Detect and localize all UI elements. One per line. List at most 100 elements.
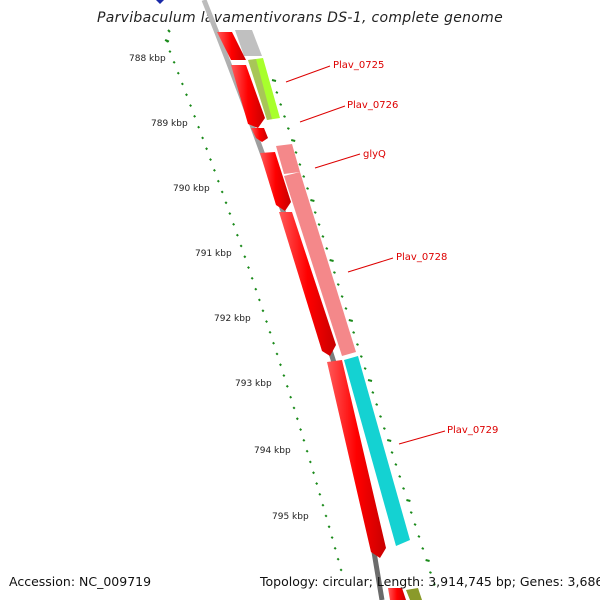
cds-arrow	[260, 152, 291, 211]
gene-label-plav-0726[interactable]: Plav_0726	[347, 100, 398, 111]
tick-dot	[308, 460, 312, 464]
cds-outer-grey	[235, 30, 262, 56]
tick-dot	[318, 492, 322, 496]
leader-line	[299, 105, 346, 123]
outer-tick	[344, 307, 348, 310]
leader-line	[285, 65, 331, 83]
outer-tick	[398, 475, 402, 478]
outer-tick	[306, 187, 310, 190]
tick-label: 788 kbp	[129, 54, 166, 64]
tick-dot	[285, 384, 289, 388]
outer-tick	[375, 403, 379, 406]
outer-tick	[402, 487, 406, 490]
tick-dot	[216, 179, 220, 183]
tick-dot	[321, 503, 325, 507]
tick-dot	[333, 546, 337, 550]
outer-tick	[390, 451, 394, 454]
tick-dot	[275, 352, 279, 356]
cds-outer-olive	[406, 588, 422, 600]
tick-dot	[302, 438, 306, 442]
outer-tick	[313, 211, 317, 214]
tick-dot	[232, 222, 236, 226]
cds-arrow	[279, 212, 336, 356]
gene-label-plav-0725[interactable]: Plav_0725	[333, 60, 384, 71]
outer-tick	[321, 235, 325, 238]
outer-tick	[290, 139, 296, 142]
tick-label: 791 kbp	[195, 249, 232, 259]
tick-dot	[197, 125, 201, 129]
outer-tick	[406, 499, 411, 502]
tick-dot	[165, 39, 169, 43]
tick-label: 790 kbp	[173, 184, 210, 194]
tick-dot	[193, 114, 197, 118]
genome-summary-text: Topology: circular; Length: 3,914,745 bp…	[260, 574, 600, 589]
outer-tick	[425, 559, 430, 562]
outer-tick	[421, 547, 425, 550]
tick-dot	[228, 212, 232, 216]
cds-arrow	[327, 360, 386, 558]
outer-tick	[294, 151, 298, 154]
tick-dot	[185, 93, 188, 97]
gene-bar-plav-0729	[344, 356, 410, 546]
tick-dot	[305, 449, 309, 453]
tick-dot	[289, 395, 293, 399]
accession-text: Accession: NC_009719	[9, 574, 152, 589]
tick-dot	[224, 201, 228, 205]
tick-label: 792 kbp	[214, 314, 251, 324]
tick-dot	[212, 168, 216, 172]
gene-label-glyq[interactable]: glyQ	[363, 149, 386, 160]
tick-dot	[168, 50, 172, 54]
tick-dot	[268, 330, 272, 334]
tick-dot	[189, 104, 193, 108]
tick-dot	[339, 568, 343, 572]
outer-tick	[386, 439, 392, 442]
tick-dot	[257, 298, 261, 302]
gene-bar-glyq	[276, 144, 300, 174]
leader-line	[347, 257, 394, 273]
outer-tick	[432, 583, 436, 586]
outer-tick	[352, 331, 356, 334]
gene-bar-plav-0728	[284, 172, 356, 356]
partial-feature-icon	[156, 0, 164, 4]
outer-tick	[325, 247, 329, 250]
tick-dot	[209, 158, 212, 162]
cds-arrow	[217, 32, 246, 60]
cds-track-outer	[235, 30, 422, 600]
tick-dot	[327, 525, 331, 529]
outer-tick	[310, 199, 315, 202]
outer-tick	[317, 223, 321, 226]
outer-tick	[359, 355, 363, 358]
outer-tick	[409, 511, 413, 514]
outer-tick	[348, 319, 354, 322]
tick-dot	[312, 471, 315, 475]
tick-labels: 788 kbp 789 kbp 790 kbp 791 kbp 792 kbp …	[129, 54, 309, 522]
tick-dot	[205, 147, 209, 151]
outer-tick	[298, 163, 302, 166]
gene-label-plav-0729[interactable]: Plav_0729	[447, 425, 498, 436]
tick-dot	[295, 417, 299, 421]
genome-backbone	[201, 0, 385, 600]
tick-dot	[299, 428, 303, 432]
tick-dot	[243, 255, 247, 259]
outer-tick	[363, 367, 367, 370]
outer-tick	[329, 259, 334, 262]
map-title: Parvibaculum lavamentivorans DS-1, compl…	[96, 10, 504, 26]
tick-dot	[282, 374, 286, 378]
outer-tick	[283, 115, 286, 118]
cds-arrow	[251, 128, 268, 142]
outer-tick	[382, 427, 386, 430]
tick-dot	[172, 60, 176, 64]
tick-dot	[279, 363, 282, 367]
tick-dot	[176, 71, 180, 75]
cds-arrow	[231, 65, 265, 128]
gene-label-plav-0728[interactable]: Plav_0728	[396, 252, 447, 263]
tick-dot	[250, 276, 254, 280]
outer-tick	[275, 91, 279, 94]
outer-tick	[367, 379, 373, 382]
outer-tick	[394, 463, 398, 466]
tick-dot	[324, 514, 328, 518]
tick-label: 789 kbp	[151, 119, 188, 129]
tick-dot	[220, 190, 224, 194]
tick-dot	[265, 320, 268, 324]
leader-line	[398, 430, 446, 445]
